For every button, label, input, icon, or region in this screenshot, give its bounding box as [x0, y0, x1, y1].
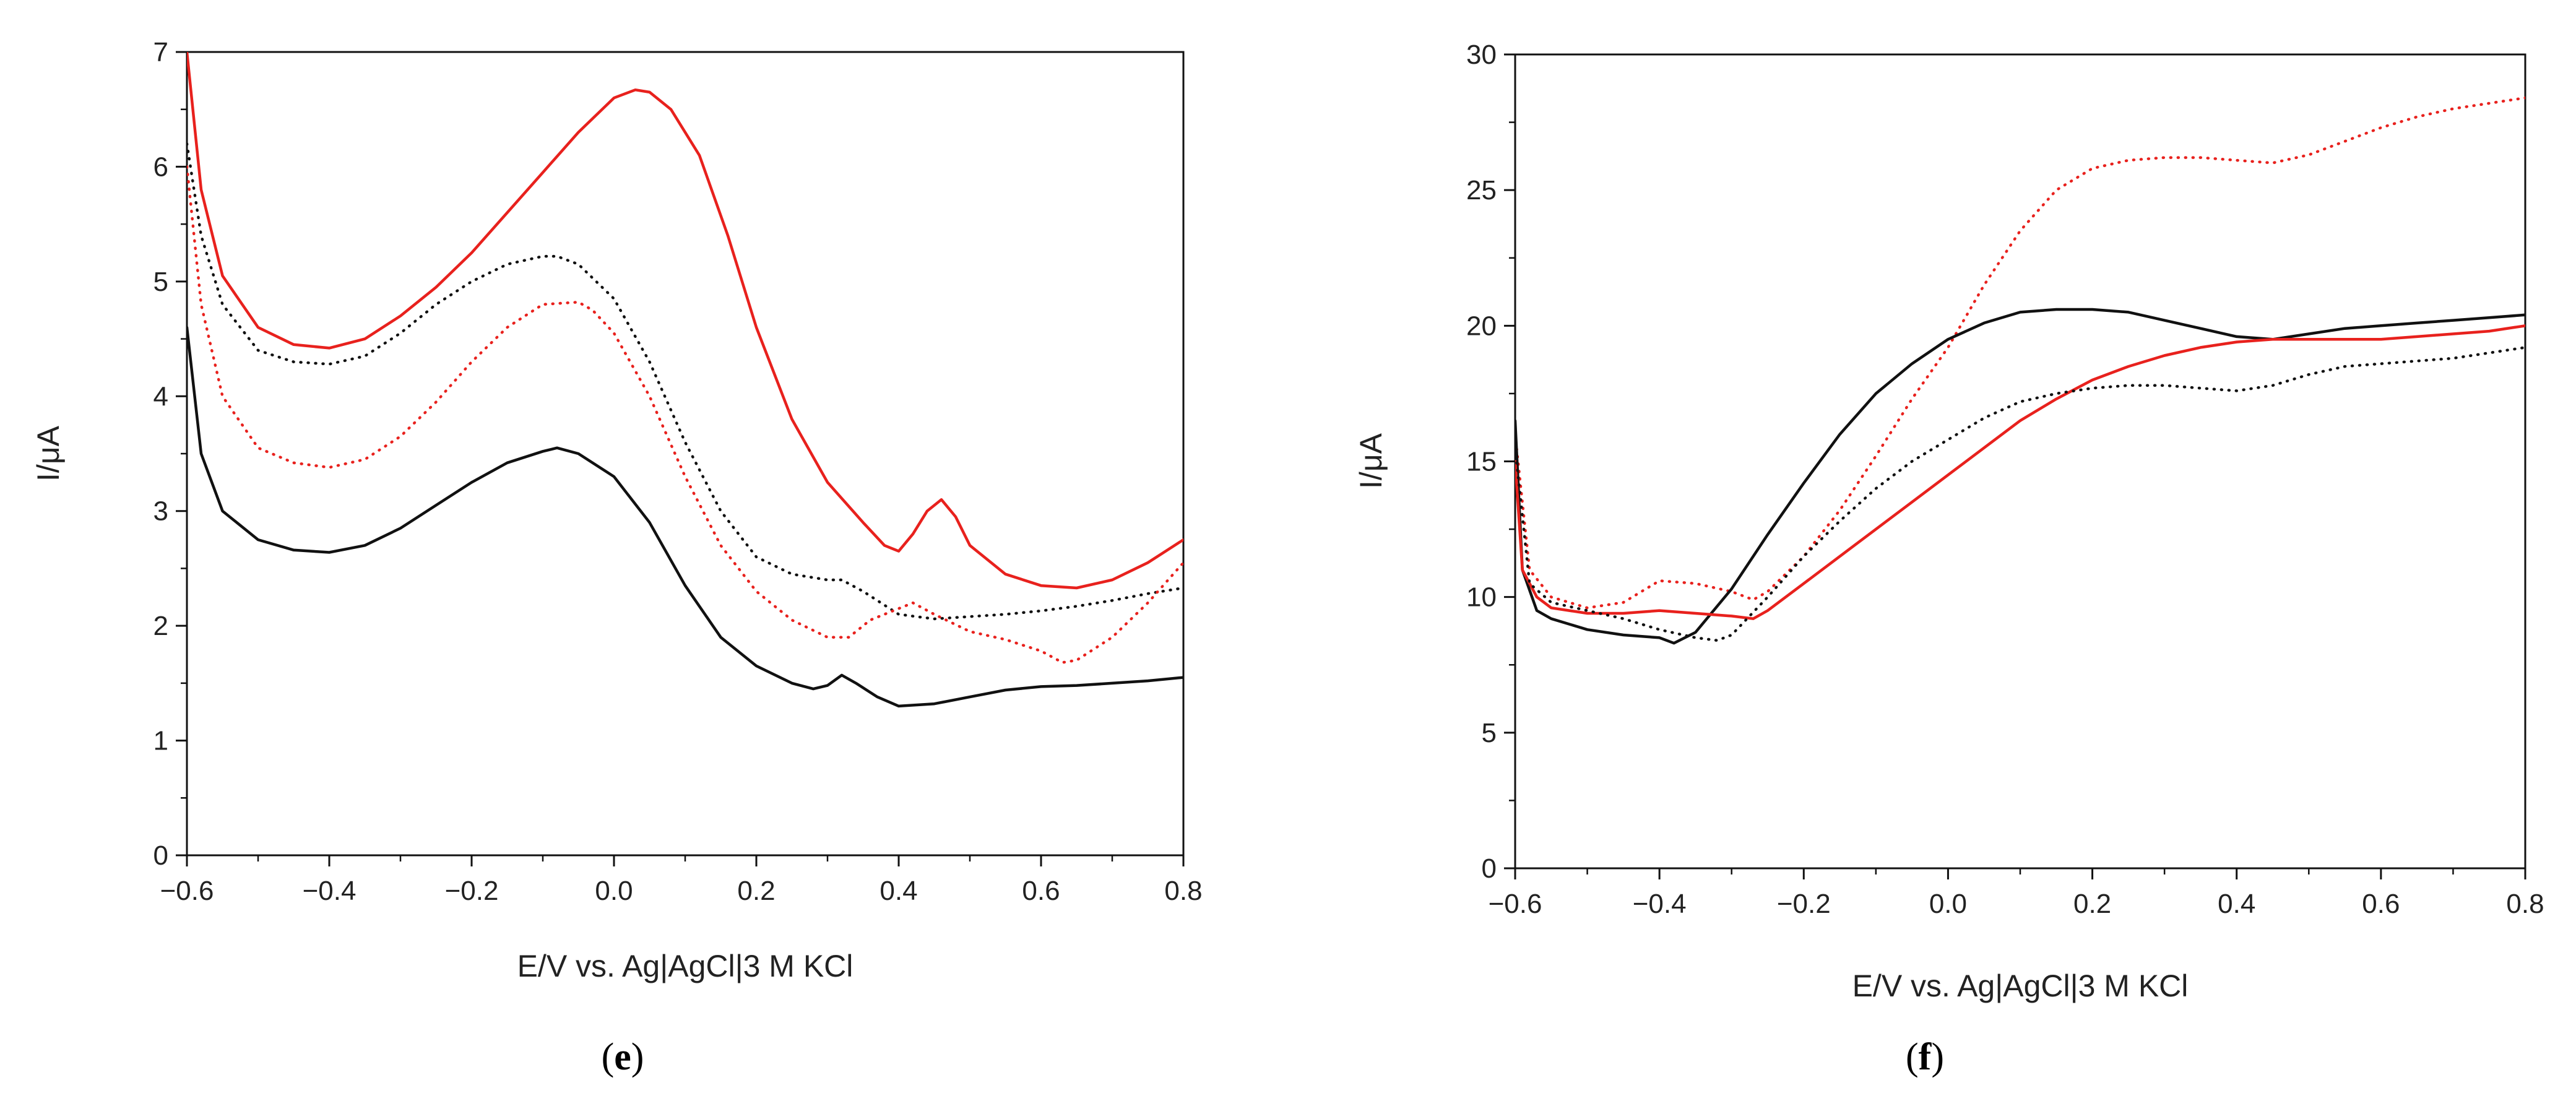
tick-marks: [176, 51, 1185, 866]
panel-letter: e: [614, 1036, 631, 1078]
series-group: [1515, 96, 2525, 645]
series-line-red-solid: [1515, 324, 2525, 620]
chart-panel-e: −0.6 −0.4 −0.2 0.0 0.2 0.4 0.6 0.8 0 1 2 3 4 5 6 7 E/V…: [31, 37, 1203, 1078]
y-axis-title: I/μA: [31, 425, 66, 481]
x-tick-label: 0.4: [2218, 889, 2255, 919]
y-tick-label: 0: [1482, 853, 1497, 884]
chart-panel-f: −0.6 −0.4 −0.2 0.0 0.2 0.4 0.6 0.8 0 5 10 15 20 25 30…: [1354, 40, 2544, 1078]
x-tick-labels: −0.6 −0.4 −0.2 0.0 0.2 0.4 0.6 0.8: [1489, 889, 2544, 919]
x-tick-label: 0.0: [595, 876, 633, 906]
series-line-black-dotted: [1515, 346, 2525, 642]
y-tick-label: 3: [153, 496, 168, 527]
x-tick-label: 0.2: [737, 876, 775, 906]
x-tick-label: 0.0: [1929, 889, 1967, 919]
y-tick-labels: 0 1 2 3 4 5 6 7: [153, 37, 168, 871]
y-tick-label: 7: [153, 37, 168, 67]
series-line-black-dotted: [187, 142, 1183, 621]
y-tick-label: 10: [1466, 582, 1497, 613]
y-axis-title: I/μA: [1354, 433, 1388, 489]
series-group: [187, 52, 1183, 708]
x-tick-label: −0.6: [1489, 889, 1542, 919]
y-tick-label: 0: [153, 840, 168, 871]
panel-label: (e): [602, 1036, 644, 1078]
series-line-red-dotted: [187, 165, 1183, 664]
x-tick-label: 0.8: [1164, 876, 1202, 906]
y-tick-label: 30: [1466, 40, 1497, 70]
y-tick-label: 15: [1466, 447, 1497, 477]
x-tick-label: −0.2: [445, 876, 499, 906]
x-axis-title: E/V vs. Ag|AgCl|3 M KCl: [1852, 969, 2189, 1003]
y-tick-label: 5: [153, 267, 168, 297]
y-tick-label: 4: [153, 381, 168, 412]
panel-label: (f): [1906, 1036, 1944, 1078]
y-tick-label: 6: [153, 152, 168, 182]
y-tick-label: 20: [1466, 311, 1497, 341]
x-tick-labels: −0.6 −0.4 −0.2 0.0 0.2 0.4 0.6 0.8: [160, 876, 1203, 906]
x-tick-label: 0.2: [2073, 889, 2111, 919]
tick-marks: [1504, 53, 2526, 879]
series-line-red-dotted: [1515, 96, 2525, 610]
y-tick-label: 1: [153, 726, 168, 756]
panel-letter: f: [1919, 1036, 1932, 1078]
x-tick-label: 0.6: [2362, 889, 2400, 919]
x-tick-label: 0.6: [1022, 876, 1060, 906]
series-line-black-solid: [1515, 308, 2525, 645]
x-axis-title: E/V vs. Ag|AgCl|3 M KCl: [517, 949, 854, 983]
x-tick-label: 0.8: [2506, 889, 2544, 919]
x-tick-label: −0.4: [303, 876, 357, 906]
y-tick-labels: 0 5 10 15 20 25 30: [1466, 40, 1497, 884]
x-tick-label: −0.2: [1777, 889, 1831, 919]
y-tick-label: 2: [153, 611, 168, 641]
x-tick-label: −0.6: [160, 876, 214, 906]
series-line-red-solid: [187, 52, 1183, 590]
series-line-black-solid: [187, 326, 1183, 708]
x-tick-label: 0.4: [880, 876, 917, 906]
y-tick-label: 25: [1466, 175, 1497, 205]
y-tick-label: 5: [1482, 718, 1497, 748]
x-tick-label: −0.4: [1633, 889, 1687, 919]
